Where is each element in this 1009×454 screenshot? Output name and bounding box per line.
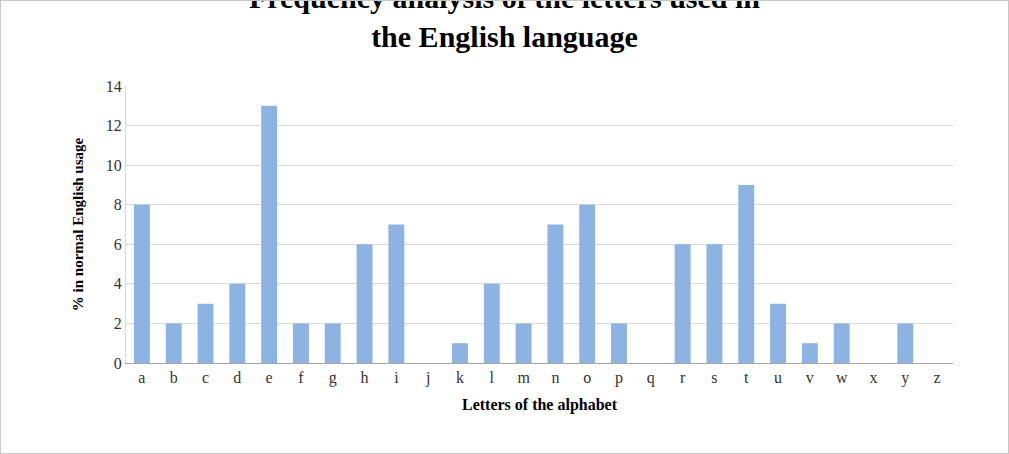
svg-text:v: v: [806, 369, 814, 386]
svg-text:w: w: [836, 369, 848, 386]
svg-text:h: h: [361, 369, 369, 386]
svg-text:2: 2: [114, 315, 122, 332]
svg-text:s: s: [711, 369, 717, 386]
svg-text:q: q: [647, 369, 655, 387]
svg-text:8: 8: [114, 196, 122, 213]
svg-text:10: 10: [106, 157, 122, 174]
svg-text:% in normal English usage: % in normal English usage: [70, 137, 86, 311]
svg-text:12: 12: [106, 117, 122, 134]
svg-text:Letters of the alphabet: Letters of the alphabet: [462, 396, 618, 414]
svg-text:c: c: [202, 369, 209, 386]
svg-text:n: n: [551, 369, 559, 386]
svg-text:6: 6: [114, 236, 122, 253]
svg-text:l: l: [490, 369, 495, 386]
svg-text:Frequency analysis of the lett: Frequency analysis of the letters used i…: [249, 1, 760, 53]
svg-text:u: u: [774, 369, 782, 386]
svg-text:y: y: [901, 369, 909, 387]
svg-text:i: i: [394, 369, 399, 386]
svg-text:14: 14: [106, 78, 122, 95]
svg-text:m: m: [517, 369, 530, 386]
svg-text:0: 0: [114, 355, 122, 372]
svg-text:g: g: [329, 369, 337, 387]
svg-text:k: k: [456, 369, 464, 386]
svg-text:4: 4: [114, 275, 122, 292]
svg-text:a: a: [138, 369, 145, 386]
svg-text:x: x: [869, 369, 877, 386]
svg-text:p: p: [615, 369, 623, 387]
svg-text:z: z: [934, 369, 941, 386]
svg-text:t: t: [744, 369, 749, 386]
svg-text:d: d: [233, 369, 241, 386]
svg-text:b: b: [170, 369, 178, 386]
svg-text:o: o: [583, 369, 591, 386]
svg-text:e: e: [266, 369, 273, 386]
svg-text:j: j: [425, 369, 430, 387]
svg-text:f: f: [298, 369, 304, 386]
svg-text:r: r: [680, 369, 686, 386]
